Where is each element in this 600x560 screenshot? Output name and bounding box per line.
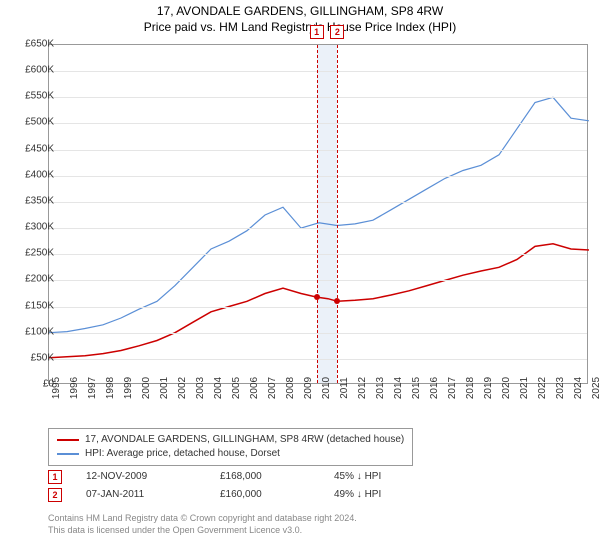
- x-tick-label: 2022: [537, 377, 548, 399]
- x-tick-label: 2009: [303, 377, 314, 399]
- x-tick-label: 2011: [339, 377, 350, 399]
- sale-row: 2 07-JAN-2011 £160,000 49% ↓ HPI: [48, 486, 424, 504]
- y-tick-label: £450K: [25, 143, 54, 154]
- x-tick-label: 2024: [573, 377, 584, 399]
- gridline: [49, 97, 587, 98]
- footer-line: Contains HM Land Registry data © Crown c…: [48, 512, 357, 524]
- x-tick-label: 1999: [123, 377, 134, 399]
- marker-box-icon: 2: [330, 25, 344, 39]
- gridline: [49, 150, 587, 151]
- y-tick-label: £200K: [25, 274, 54, 285]
- y-tick-label: £550K: [25, 91, 54, 102]
- sale-price: £160,000: [220, 486, 310, 504]
- y-tick-label: £500K: [25, 117, 54, 128]
- sale-date: 12-NOV-2009: [86, 468, 196, 486]
- y-tick-label: £250K: [25, 248, 54, 259]
- x-tick-label: 2003: [195, 377, 206, 399]
- x-tick-label: 2000: [141, 377, 152, 399]
- x-tick-label: 2012: [357, 377, 368, 399]
- x-tick-label: 2008: [285, 377, 296, 399]
- marker-box-icon: 1: [310, 25, 324, 39]
- sale-marker-icon: 2: [48, 488, 62, 502]
- sale-hpi: 49% ↓ HPI: [334, 486, 424, 504]
- x-tick-label: 1996: [69, 377, 80, 399]
- gridline: [49, 176, 587, 177]
- legend-swatch: [57, 453, 79, 455]
- x-tick-label: 2001: [159, 377, 170, 399]
- x-tick-label: 2025: [591, 377, 600, 399]
- x-tick-label: 2014: [393, 377, 404, 399]
- x-tick-label: 1997: [87, 377, 98, 399]
- y-tick-label: £50K: [31, 352, 54, 363]
- y-tick-label: £350K: [25, 195, 54, 206]
- chart-area: 12 1995199619971998199920002001200220032…: [48, 44, 588, 414]
- gridline: [49, 123, 587, 124]
- sale-hpi: 45% ↓ HPI: [334, 468, 424, 486]
- x-tick-label: 2007: [267, 377, 278, 399]
- y-tick-label: £300K: [25, 222, 54, 233]
- x-tick-label: 2020: [501, 377, 512, 399]
- marker-line: [337, 45, 338, 383]
- y-tick-label: £150K: [25, 300, 54, 311]
- footer-line: This data is licensed under the Open Gov…: [48, 524, 357, 536]
- gridline: [49, 307, 587, 308]
- x-tick-label: 2013: [375, 377, 386, 399]
- plot-region: 12: [48, 44, 588, 384]
- sale-row: 1 12-NOV-2009 £168,000 45% ↓ HPI: [48, 468, 424, 486]
- x-tick-label: 2023: [555, 377, 566, 399]
- x-tick-label: 2015: [411, 377, 422, 399]
- y-tick-label: £100K: [25, 326, 54, 337]
- marker-line: [317, 45, 318, 383]
- gridline: [49, 359, 587, 360]
- chart-subtitle: Price paid vs. HM Land Registry's House …: [0, 20, 600, 34]
- gridline: [49, 228, 587, 229]
- gridline: [49, 333, 587, 334]
- x-tick-label: 2006: [249, 377, 260, 399]
- sale-price: £168,000: [220, 468, 310, 486]
- y-tick-label: £650K: [25, 39, 54, 50]
- line-layer: [49, 45, 589, 385]
- y-tick-label: £0: [43, 379, 54, 390]
- legend-item-hpi: HPI: Average price, detached house, Dors…: [57, 447, 404, 461]
- y-tick-label: £600K: [25, 65, 54, 76]
- sales-table: 1 12-NOV-2009 £168,000 45% ↓ HPI 2 07-JA…: [48, 468, 424, 504]
- x-tick-label: 2005: [231, 377, 242, 399]
- x-tick-label: 2016: [429, 377, 440, 399]
- legend-label: 17, AVONDALE GARDENS, GILLINGHAM, SP8 4R…: [85, 433, 404, 447]
- y-tick-label: £400K: [25, 169, 54, 180]
- chart-title: 17, AVONDALE GARDENS, GILLINGHAM, SP8 4R…: [0, 4, 600, 18]
- footer-attribution: Contains HM Land Registry data © Crown c…: [48, 512, 357, 536]
- x-tick-label: 1998: [105, 377, 116, 399]
- x-tick-label: 2004: [213, 377, 224, 399]
- legend: 17, AVONDALE GARDENS, GILLINGHAM, SP8 4R…: [48, 428, 413, 466]
- gridline: [49, 71, 587, 72]
- sale-date: 07-JAN-2011: [86, 486, 196, 504]
- legend-swatch: [57, 439, 79, 441]
- sale-marker-icon: 1: [48, 470, 62, 484]
- legend-item-price-paid: 17, AVONDALE GARDENS, GILLINGHAM, SP8 4R…: [57, 433, 404, 447]
- gridline: [49, 280, 587, 281]
- series-line-price_paid: [49, 244, 589, 358]
- legend-label: HPI: Average price, detached house, Dors…: [85, 447, 280, 461]
- x-tick-label: 2019: [483, 377, 494, 399]
- gridline: [49, 254, 587, 255]
- marker-dot-icon: [314, 294, 320, 300]
- x-tick-label: 2017: [447, 377, 458, 399]
- x-tick-label: 2010: [321, 377, 332, 399]
- x-tick-label: 2021: [519, 377, 530, 399]
- x-tick-label: 2002: [177, 377, 188, 399]
- marker-dot-icon: [334, 298, 340, 304]
- x-tick-label: 2018: [465, 377, 476, 399]
- gridline: [49, 202, 587, 203]
